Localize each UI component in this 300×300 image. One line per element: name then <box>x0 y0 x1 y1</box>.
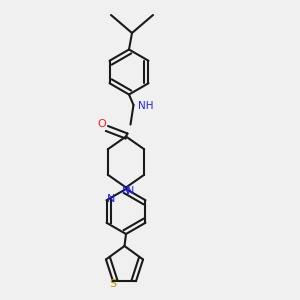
Text: O: O <box>97 118 106 129</box>
Text: N: N <box>126 185 135 196</box>
Text: NH: NH <box>138 101 153 112</box>
Text: S: S <box>110 279 117 289</box>
Text: N: N <box>122 185 130 196</box>
Text: N: N <box>107 194 115 204</box>
